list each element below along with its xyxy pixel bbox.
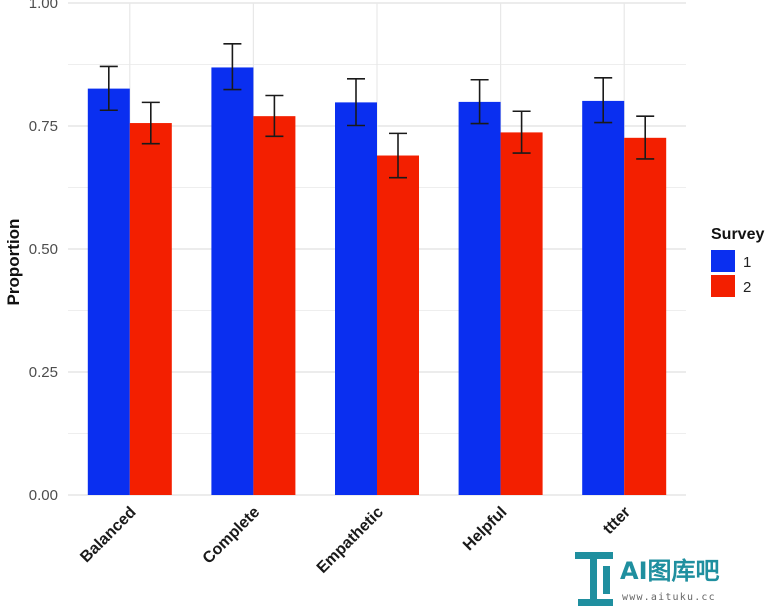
legend-label-survey-1: 1: [743, 254, 751, 271]
x-tick-label-balanced: Balanced: [77, 504, 139, 566]
bar-ttter-survey-2: [624, 137, 667, 496]
x-tick-label-complete: Complete: [200, 504, 264, 568]
watermark-url: www.aituku.cc: [622, 592, 716, 603]
bars-layer: [87, 67, 667, 496]
legend: Survey 1 2: [711, 226, 764, 297]
bar-balanced-survey-2: [129, 123, 172, 495]
watermark-text: AI图库吧: [620, 557, 720, 585]
legend-title: Survey: [711, 226, 764, 243]
bar-helpful-survey-2: [500, 132, 543, 495]
bar-empathetic-survey-1: [335, 102, 377, 495]
bar-balanced-survey-1: [87, 88, 130, 495]
y-tick-label: 0.75: [29, 118, 58, 135]
errorbars-layer: [99, 43, 655, 179]
bar-complete-survey-1: [211, 67, 254, 496]
legend-swatch-survey-1: [711, 250, 735, 272]
y-tick-label: 0.00: [29, 487, 58, 504]
y-tick-label: 0.50: [29, 241, 58, 258]
bar-complete-survey-2: [253, 116, 296, 495]
bar-ttter-survey-1: [582, 100, 625, 496]
y-tick-label: 0.25: [29, 364, 58, 381]
x-tick-label-empathetic: Empathetic: [314, 504, 387, 577]
x-tick-label-ttter: ttter: [600, 504, 634, 538]
y-axis-title: Proportion: [4, 219, 23, 306]
bar-helpful-survey-1: [458, 101, 501, 495]
legend-label-survey-2: 2: [743, 279, 751, 296]
legend-swatch-survey-2: [711, 275, 735, 297]
y-tick-label: 1.00: [29, 0, 58, 12]
watermark: AI图库吧 www.aituku.cc: [575, 552, 720, 606]
watermark-logo-icon: [575, 552, 613, 606]
bar-empathetic-survey-2: [377, 155, 419, 495]
x-tick-label-helpful: Helpful: [460, 504, 510, 554]
